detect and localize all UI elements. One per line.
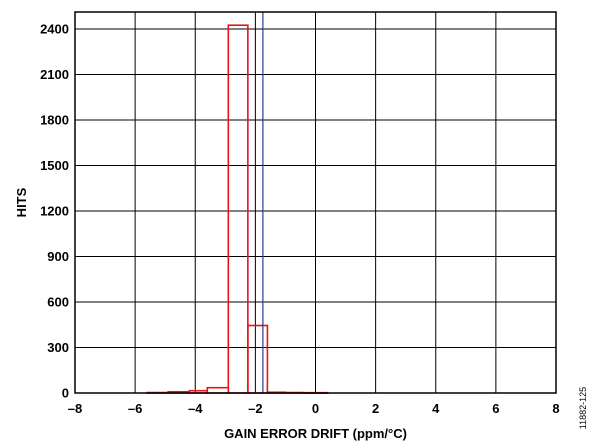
x-tick-label: 2	[372, 401, 379, 416]
histogram-bar	[247, 324, 269, 394]
x-tick-label: –6	[128, 401, 142, 416]
y-tick-label: 600	[47, 295, 69, 310]
y-tick-label: 1800	[40, 113, 69, 128]
y-axis-title: HITS	[14, 187, 29, 217]
y-tick-label: 0	[62, 386, 69, 401]
histogram-bars	[146, 24, 329, 394]
histogram-bar	[227, 24, 249, 394]
y-tick-label: 900	[47, 249, 69, 264]
histogram-bar	[206, 386, 230, 394]
x-axis-title: GAIN ERROR DRIFT (ppm/°C)	[224, 426, 407, 441]
x-tick-label: 4	[432, 401, 440, 416]
y-tick-label: 2100	[40, 67, 69, 82]
y-tick-labels: 0 300 600 900 1200 1500 1800 2100 2400	[40, 22, 69, 401]
y-tick-label: 2400	[40, 22, 69, 37]
x-tick-label: –4	[188, 401, 203, 416]
x-tick-label: –8	[68, 401, 82, 416]
grid	[75, 12, 556, 393]
plot-frame	[74, 11, 557, 394]
y-tick-label: 1500	[40, 158, 69, 173]
x-tick-label: 0	[312, 401, 319, 416]
x-tick-label: 6	[492, 401, 499, 416]
figure-id: 11882-125	[578, 387, 588, 429]
y-tick-label: 300	[47, 340, 69, 355]
x-tick-label: –2	[248, 401, 262, 416]
x-tick-label: 8	[552, 401, 559, 416]
y-tick-label: 1200	[40, 204, 69, 219]
x-tick-labels: –8 –6 –4 –2 0 2 4 6 8	[68, 401, 560, 416]
